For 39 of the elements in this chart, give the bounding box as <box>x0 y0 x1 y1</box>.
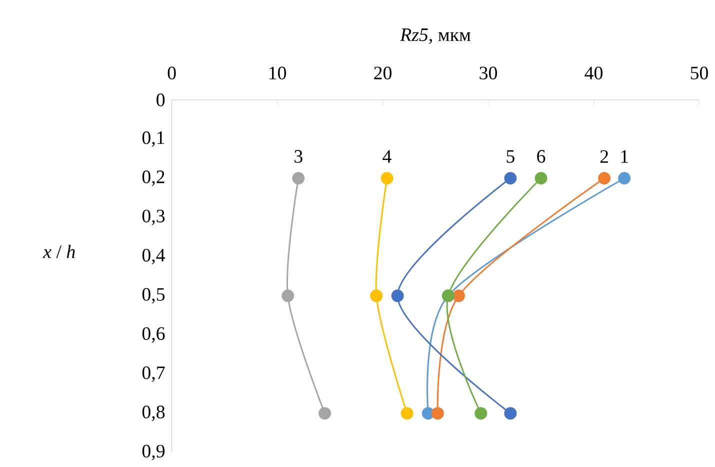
x-tick-label: 30 <box>480 66 497 80</box>
point <box>370 289 383 302</box>
point <box>318 406 332 420</box>
y-tick-label: 0,3 <box>142 209 165 225</box>
x-axis-title: Rz5, мкм <box>400 28 471 44</box>
x-tick-label: 20 <box>374 66 392 80</box>
series-label: 2 <box>600 150 608 163</box>
point <box>282 289 294 302</box>
y-tick-label: 0,8 <box>142 405 165 421</box>
point <box>391 289 404 302</box>
y-axis-title: x / h <box>42 244 75 258</box>
series-label: 4 <box>382 150 392 163</box>
y-tick-label: 0,2 <box>142 170 164 186</box>
x-tick-label: 10 <box>270 66 286 80</box>
y-tick-label: 0,1 <box>142 131 164 147</box>
y-tick-label: 0,4 <box>142 248 166 264</box>
point <box>504 406 517 420</box>
point <box>452 289 465 302</box>
point <box>431 406 444 420</box>
x-tick-label: 0 <box>168 66 176 80</box>
y-tick-label: 0 <box>156 93 165 106</box>
point <box>474 406 488 420</box>
point <box>598 172 611 184</box>
x-tick-label: 50 <box>690 66 708 80</box>
point <box>400 406 414 420</box>
series-label: 5 <box>506 150 514 163</box>
point <box>534 172 548 184</box>
point <box>618 172 631 184</box>
y-tick-label: 0,5 <box>142 288 165 304</box>
y-tick-label: 0,9 <box>142 444 165 460</box>
series-label: 1 <box>621 150 628 163</box>
series-label: 6 <box>537 150 546 163</box>
point <box>292 172 305 184</box>
series-label: 3 <box>294 150 302 163</box>
y-tick-label: 0,6 <box>142 327 165 342</box>
point <box>504 172 517 184</box>
y-tick-label: 0,7 <box>142 366 165 382</box>
point <box>380 172 394 184</box>
x-tick-label: 40 <box>584 66 602 80</box>
